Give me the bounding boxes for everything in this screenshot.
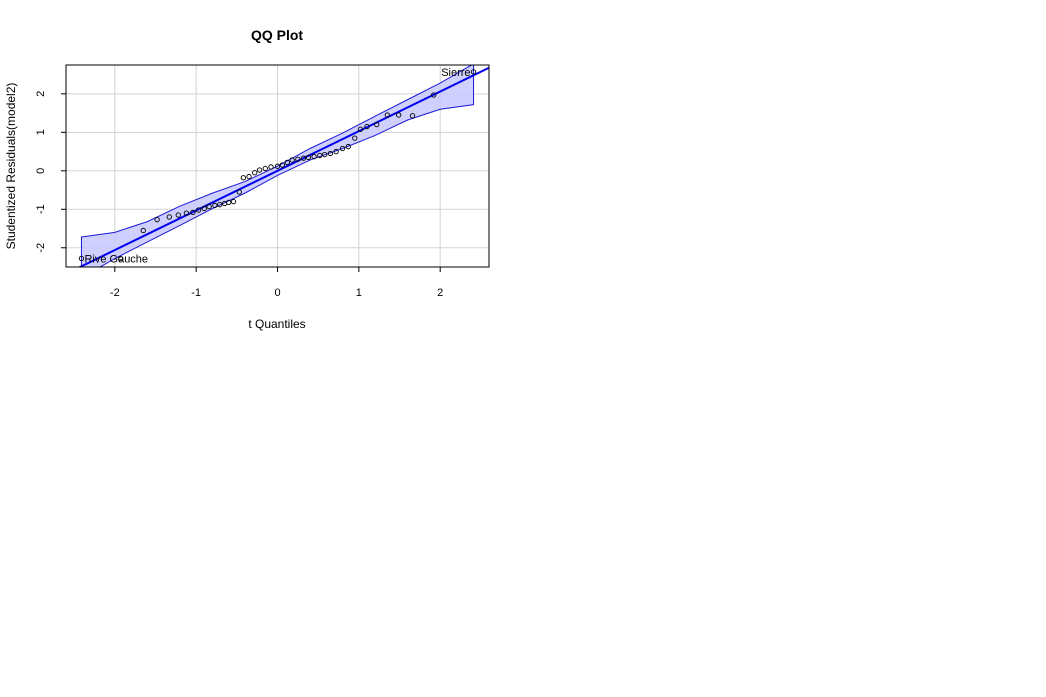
- data-point-7: [190, 209, 196, 216]
- data-point-5: [175, 212, 181, 218]
- data-point-40: [374, 121, 380, 128]
- data-point-45: [470, 69, 477, 75]
- x-axis: -2 -1 0 1 2: [110, 267, 443, 299]
- y-axis: -2 -1 0 1 2: [35, 91, 66, 253]
- y-tick-label-3: 1: [35, 129, 47, 135]
- data-point-14: [226, 199, 232, 206]
- data-point-29: [305, 154, 312, 160]
- data-point-16: [236, 189, 242, 195]
- data-point-30: [311, 153, 317, 160]
- data-point-43: [409, 113, 416, 119]
- x-tick-label-1: -1: [191, 287, 201, 299]
- data-point-35: [339, 145, 346, 152]
- data-point-6: [183, 210, 190, 216]
- data-point-2: [140, 227, 146, 234]
- data-point-10: [206, 203, 212, 210]
- data-points: [78, 69, 477, 262]
- data-point-24: [279, 162, 286, 168]
- y-axis-label: Studentized Residuals(model2): [4, 83, 18, 250]
- data-point-11: [212, 202, 218, 209]
- x-axis-label: t Quantiles: [248, 317, 305, 331]
- data-point-3: [154, 217, 160, 223]
- data-point-21: [262, 165, 268, 172]
- data-point-20: [256, 167, 263, 173]
- reference-line: [77, 66, 489, 267]
- data-point-17: [240, 175, 246, 181]
- data-point-38: [357, 126, 364, 132]
- data-point-1: [117, 255, 124, 262]
- data-point-18: [246, 173, 252, 180]
- data-point-12: [217, 202, 223, 208]
- x-tick-label-4: 2: [437, 287, 443, 299]
- data-point-9: [201, 205, 207, 212]
- data-point-36: [345, 143, 351, 150]
- data-point-28: [300, 155, 307, 161]
- y-tick-label-2: 0: [35, 168, 47, 174]
- data-point-41: [384, 112, 390, 118]
- data-point-37: [352, 135, 358, 141]
- y-tick-label-1: -1: [35, 204, 47, 214]
- data-point-44: [431, 92, 437, 98]
- point-labels: Sierre Rive Gauche: [84, 67, 470, 266]
- data-point-27: [295, 156, 301, 162]
- chart-title: QQ Plot: [251, 27, 303, 43]
- x-tick-label-3: 1: [356, 287, 362, 299]
- data-point-8: [195, 207, 202, 213]
- point-label-1: Rive Gauche: [84, 254, 148, 266]
- data-point-4: [166, 214, 172, 220]
- x-tick-label-0: -2: [110, 287, 120, 299]
- point-label-0: Sierre: [441, 67, 470, 79]
- data-point-34: [333, 148, 339, 155]
- data-point-26: [289, 157, 295, 163]
- data-point-23: [274, 163, 281, 169]
- data-point-42: [396, 112, 402, 118]
- data-point-31: [317, 152, 323, 159]
- data-point-25: [284, 159, 290, 165]
- y-tick-label-4: 2: [35, 91, 47, 97]
- data-point-39: [364, 123, 370, 130]
- data-point-33: [327, 150, 334, 157]
- data-point-0: [78, 255, 85, 262]
- y-tick-label-0: -2: [35, 243, 47, 253]
- data-point-22: [268, 164, 274, 170]
- data-point-15: [230, 198, 237, 205]
- data-point-19: [252, 170, 258, 176]
- reference-line-group: [77, 66, 489, 267]
- x-tick-label-2: 0: [274, 287, 280, 299]
- data-point-32: [322, 151, 328, 158]
